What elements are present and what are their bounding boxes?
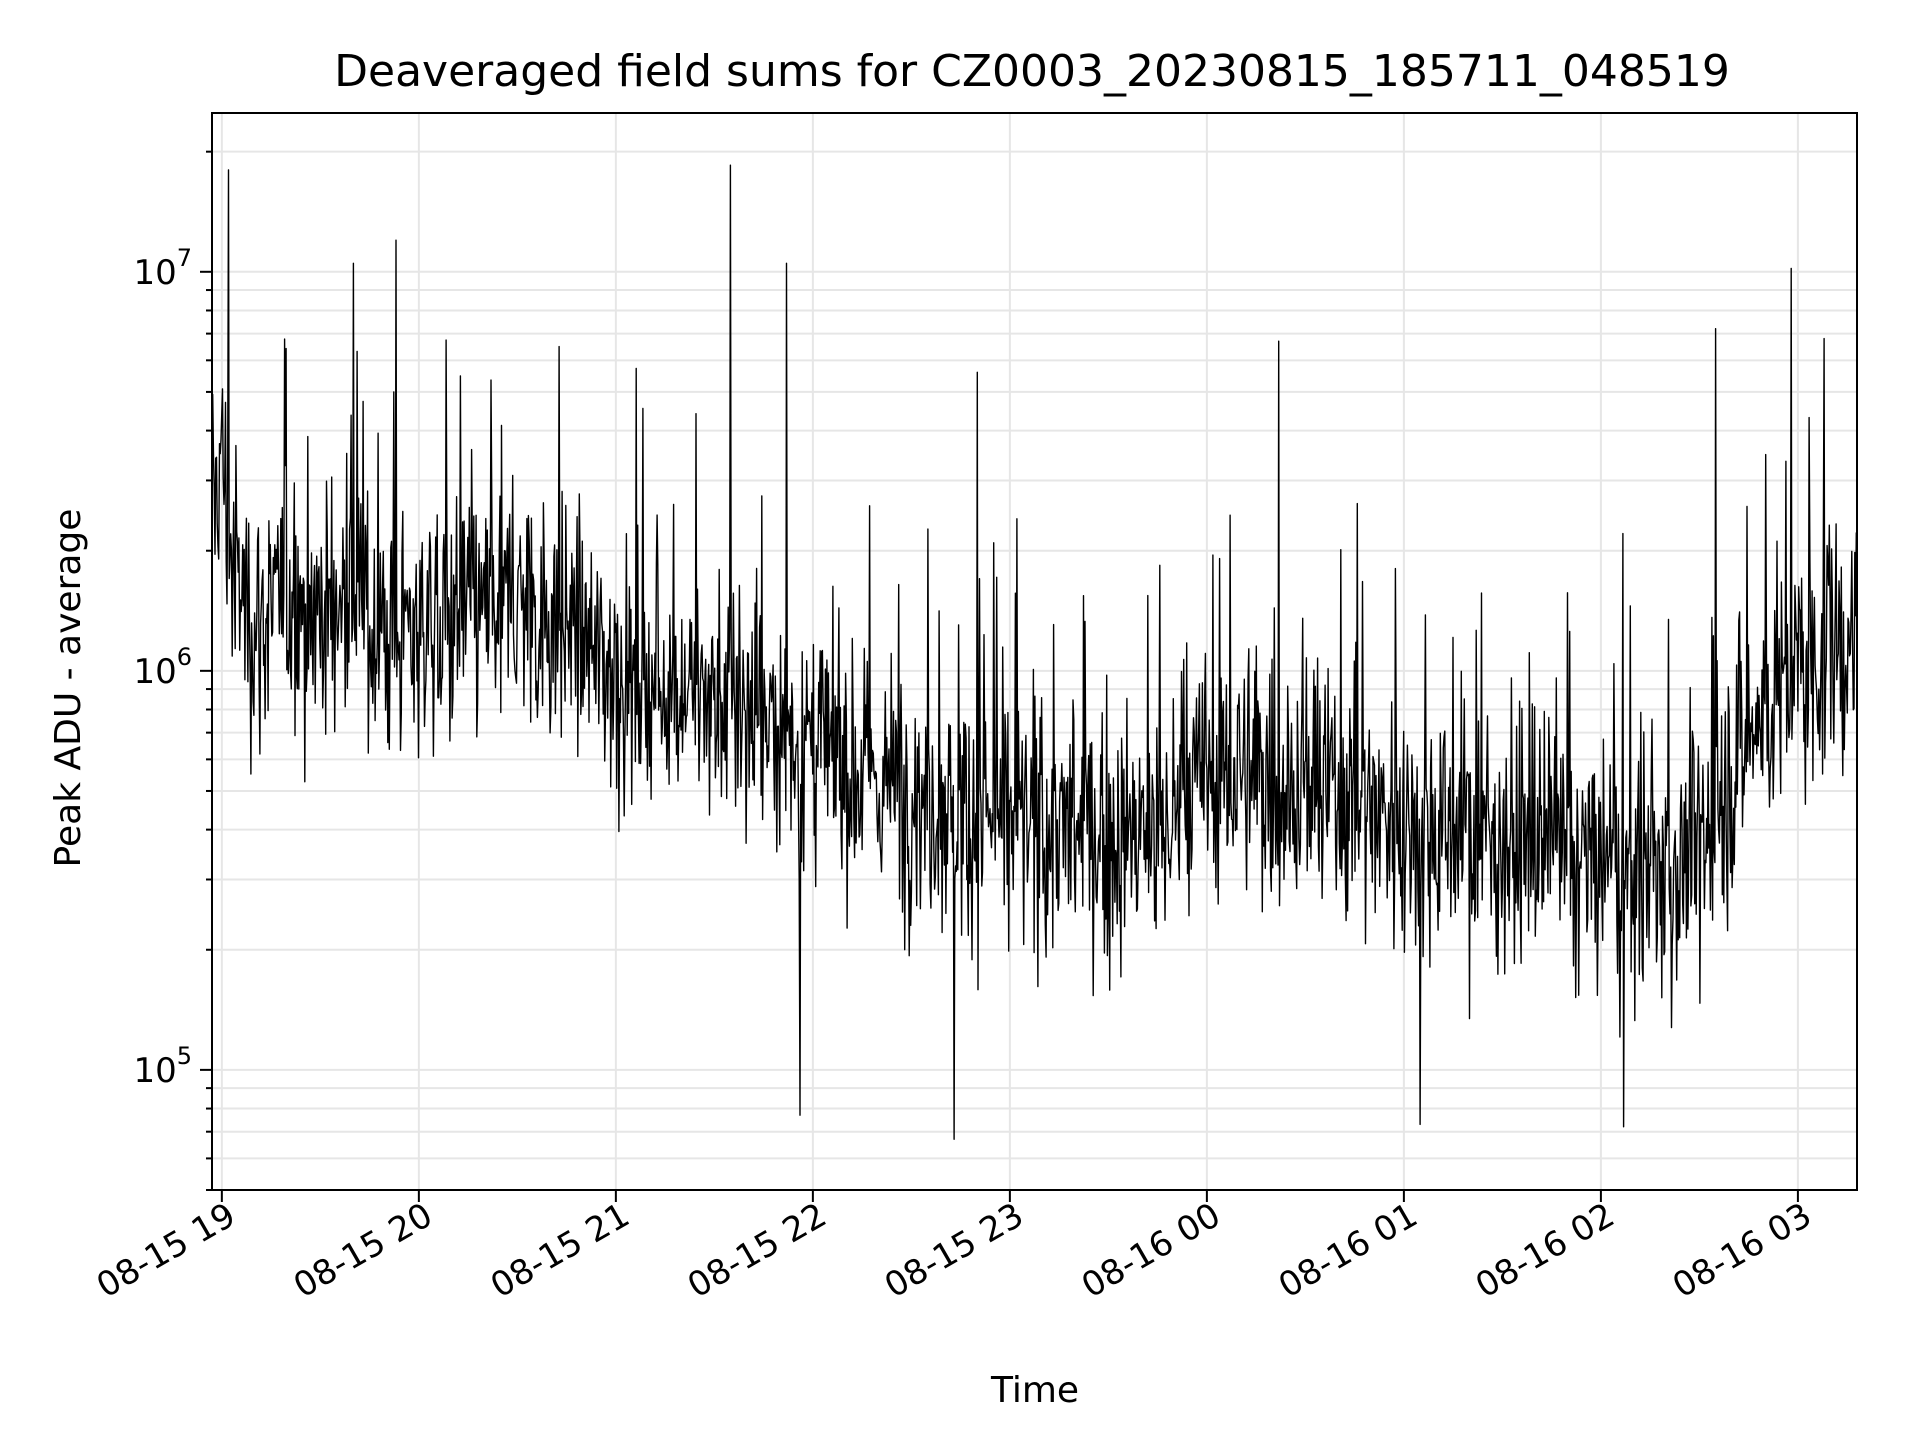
plot-frame xyxy=(211,112,1858,1191)
plot-area xyxy=(211,164,1858,1140)
y-axis-title: Peak ADU - average xyxy=(48,509,89,868)
y-axis: 105 106 107 xyxy=(133,150,212,1191)
y-tick-label: 105 xyxy=(133,1042,192,1091)
x-axis-title: Time xyxy=(990,1370,1079,1411)
chart-title: Deaveraged field sums for CZ0003_2023081… xyxy=(334,46,1730,97)
series-line xyxy=(211,164,1858,1140)
y-tick-label: 107 xyxy=(133,244,192,293)
y-tick-label: 106 xyxy=(133,643,192,692)
